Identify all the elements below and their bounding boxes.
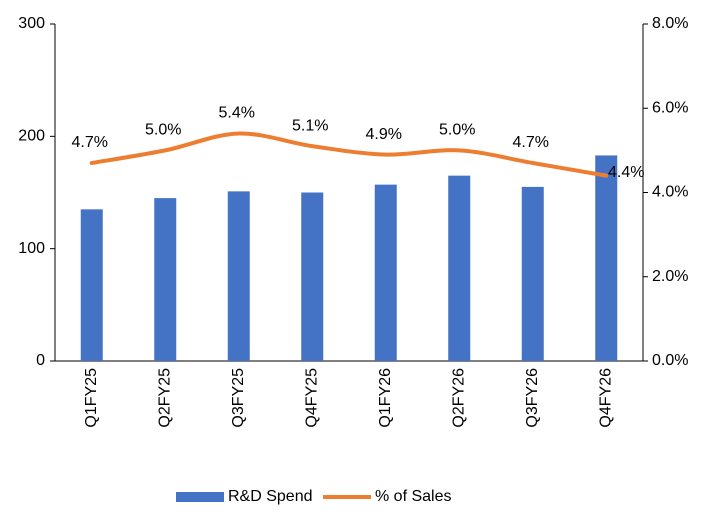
y2-tick-label: 8.0%	[652, 15, 688, 32]
bar	[301, 192, 324, 361]
data-label: 5.4%	[219, 105, 255, 122]
bar	[374, 184, 397, 361]
y-tick-label: 300	[18, 15, 45, 32]
x-tick-label: Q3FY26	[524, 368, 541, 428]
data-label: 5.0%	[439, 122, 475, 139]
x-tick-label: Q1FY25	[83, 368, 100, 428]
data-label: 4.7%	[72, 134, 108, 151]
data-label: 4.9%	[366, 126, 402, 143]
y-tick-label: 100	[18, 240, 45, 257]
x-tick-label: Q4FY25	[303, 368, 320, 428]
data-label: 4.7%	[513, 134, 549, 151]
x-tick-label: Q2FY26	[450, 368, 467, 428]
x-tick-label: Q1FY26	[377, 368, 394, 428]
legend-label: R&D Spend	[228, 488, 313, 505]
bar	[448, 175, 471, 361]
bar	[154, 198, 177, 361]
y-tick-label: 0	[36, 352, 45, 369]
y2-tick-label: 2.0%	[652, 268, 688, 285]
legend-label: % of Sales	[375, 488, 451, 505]
bar	[521, 186, 544, 361]
y-tick-label: 200	[18, 128, 45, 145]
x-tick-label: Q2FY25	[156, 368, 173, 428]
legend-swatch	[176, 492, 224, 502]
line	[89, 131, 609, 178]
x-tick-label: Q4FY26	[597, 368, 614, 428]
bar	[80, 209, 103, 361]
bar	[227, 191, 250, 361]
y2-tick-label: 0.0%	[652, 352, 688, 369]
data-label: 5.1%	[292, 117, 328, 134]
data-label: 5.0%	[145, 122, 181, 139]
bar	[595, 155, 618, 361]
x-tick-label: Q3FY25	[230, 368, 247, 428]
data-label: 4.4%	[608, 164, 644, 181]
y2-tick-label: 6.0%	[652, 99, 688, 116]
y2-tick-label: 4.0%	[652, 184, 688, 201]
